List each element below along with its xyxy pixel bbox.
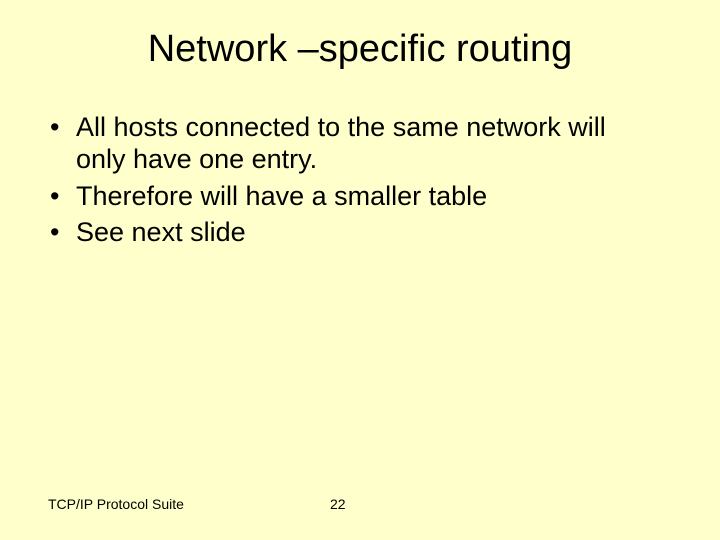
bullet-list: All hosts connected to the same network … [48, 111, 660, 249]
footer-source: TCP/IP Protocol Suite [48, 496, 184, 512]
footer-page-number: 22 [330, 496, 346, 512]
bullet-item: Therefore will have a smaller table [48, 180, 660, 212]
slide-content: All hosts connected to the same network … [0, 111, 720, 249]
bullet-item: All hosts connected to the same network … [48, 111, 660, 176]
bullet-item: See next slide [48, 216, 660, 248]
slide-title: Network –specific routing [0, 0, 720, 111]
